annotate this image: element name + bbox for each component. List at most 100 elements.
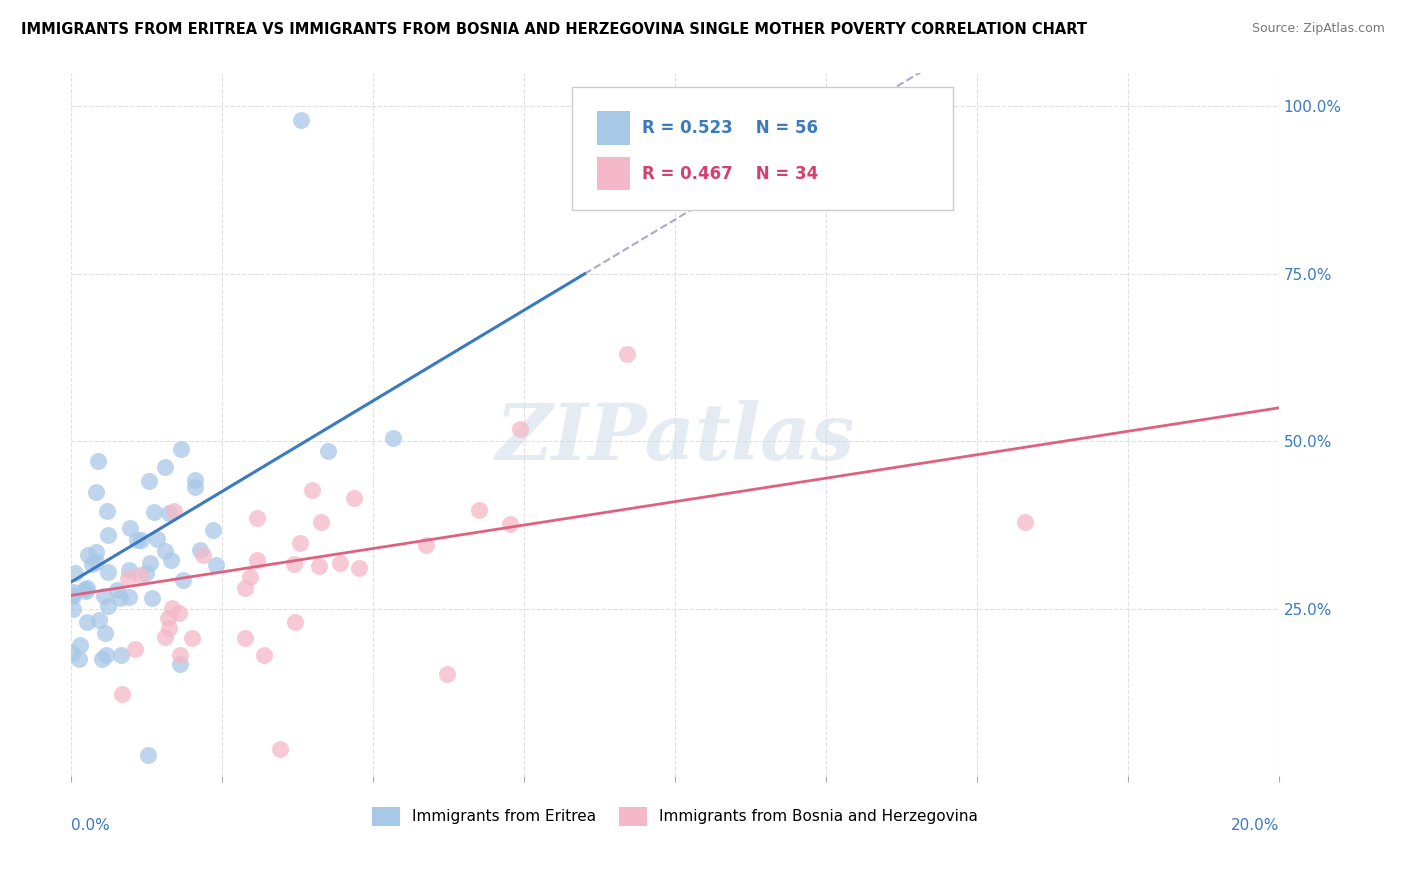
Point — [157, 506, 180, 520]
Point — [155, 460, 177, 475]
Point — [62, 602, 84, 616]
Point — [94, 648, 117, 662]
Point — [172, 573, 194, 587]
Point — [170, 442, 193, 456]
Point — [509, 422, 531, 436]
Point — [87, 454, 110, 468]
Point — [382, 431, 405, 445]
Point — [118, 563, 141, 577]
Point — [157, 621, 180, 635]
Point — [97, 528, 120, 542]
Point — [67, 652, 90, 666]
Point — [616, 347, 638, 361]
Point — [111, 687, 134, 701]
Point — [84, 485, 107, 500]
Point — [129, 533, 152, 548]
Point — [308, 558, 330, 573]
Point — [301, 483, 323, 497]
Point — [73, 582, 96, 596]
Point — [105, 583, 128, 598]
Point — [84, 555, 107, 569]
Point — [157, 611, 180, 625]
Point — [415, 538, 437, 552]
Point — [169, 657, 191, 672]
Point — [76, 581, 98, 595]
Point — [269, 742, 291, 756]
Point — [329, 556, 352, 570]
Point — [62, 588, 84, 602]
Point — [309, 515, 332, 529]
FancyBboxPatch shape — [596, 111, 630, 145]
Point — [290, 112, 312, 127]
Point — [75, 583, 97, 598]
Point — [468, 503, 491, 517]
Point — [349, 561, 371, 575]
Point — [167, 607, 190, 621]
Point — [193, 548, 215, 562]
Point — [253, 648, 276, 663]
Point — [76, 615, 98, 630]
Point — [136, 747, 159, 762]
Point — [69, 638, 91, 652]
Point — [436, 666, 458, 681]
Point — [127, 533, 149, 547]
Point — [169, 648, 191, 662]
Point — [162, 600, 184, 615]
Text: 0.0%: 0.0% — [72, 818, 110, 833]
Point — [142, 505, 165, 519]
Text: 20.0%: 20.0% — [1230, 818, 1279, 833]
Point — [110, 648, 132, 662]
Point — [63, 584, 86, 599]
Point — [141, 591, 163, 605]
Point — [145, 533, 167, 547]
Point — [76, 548, 98, 562]
Point — [62, 646, 84, 660]
Point — [202, 523, 225, 537]
Point — [63, 566, 86, 580]
Point — [239, 569, 262, 583]
Text: IMMIGRANTS FROM ERITREA VS IMMIGRANTS FROM BOSNIA AND HERZEGOVINA SINGLE MOTHER : IMMIGRANTS FROM ERITREA VS IMMIGRANTS FR… — [21, 22, 1087, 37]
Point — [155, 544, 177, 558]
Point — [84, 545, 107, 559]
Point — [97, 599, 120, 613]
Point — [118, 521, 141, 535]
Text: R = 0.523    N = 56: R = 0.523 N = 56 — [643, 119, 818, 136]
Text: Source: ZipAtlas.com: Source: ZipAtlas.com — [1251, 22, 1385, 36]
Point — [343, 491, 366, 505]
Point — [283, 557, 305, 571]
Point — [118, 590, 141, 604]
Point — [233, 631, 256, 645]
Point — [96, 504, 118, 518]
Point — [108, 591, 131, 606]
Point — [1014, 515, 1036, 529]
Point — [97, 566, 120, 580]
FancyBboxPatch shape — [572, 87, 953, 211]
Point — [135, 566, 157, 581]
Point — [284, 615, 307, 629]
Point — [94, 625, 117, 640]
Point — [138, 556, 160, 570]
Point — [82, 557, 104, 571]
Point — [153, 630, 176, 644]
Text: ZIPatlas: ZIPatlas — [495, 401, 855, 477]
Point — [181, 631, 204, 645]
Point — [129, 568, 152, 582]
Point — [89, 613, 111, 627]
Point — [204, 558, 226, 572]
Point — [163, 504, 186, 518]
Point — [93, 589, 115, 603]
Point — [124, 641, 146, 656]
Legend: Immigrants from Eritrea, Immigrants from Bosnia and Herzegovina: Immigrants from Eritrea, Immigrants from… — [367, 801, 984, 832]
Point — [246, 510, 269, 524]
Point — [316, 443, 339, 458]
Point — [117, 572, 139, 586]
Point — [91, 652, 114, 666]
Point — [62, 589, 84, 603]
Point — [288, 536, 311, 550]
Point — [235, 582, 257, 596]
Point — [138, 474, 160, 488]
Point — [498, 516, 520, 531]
FancyBboxPatch shape — [596, 157, 630, 190]
Point — [188, 542, 211, 557]
Point — [184, 480, 207, 494]
